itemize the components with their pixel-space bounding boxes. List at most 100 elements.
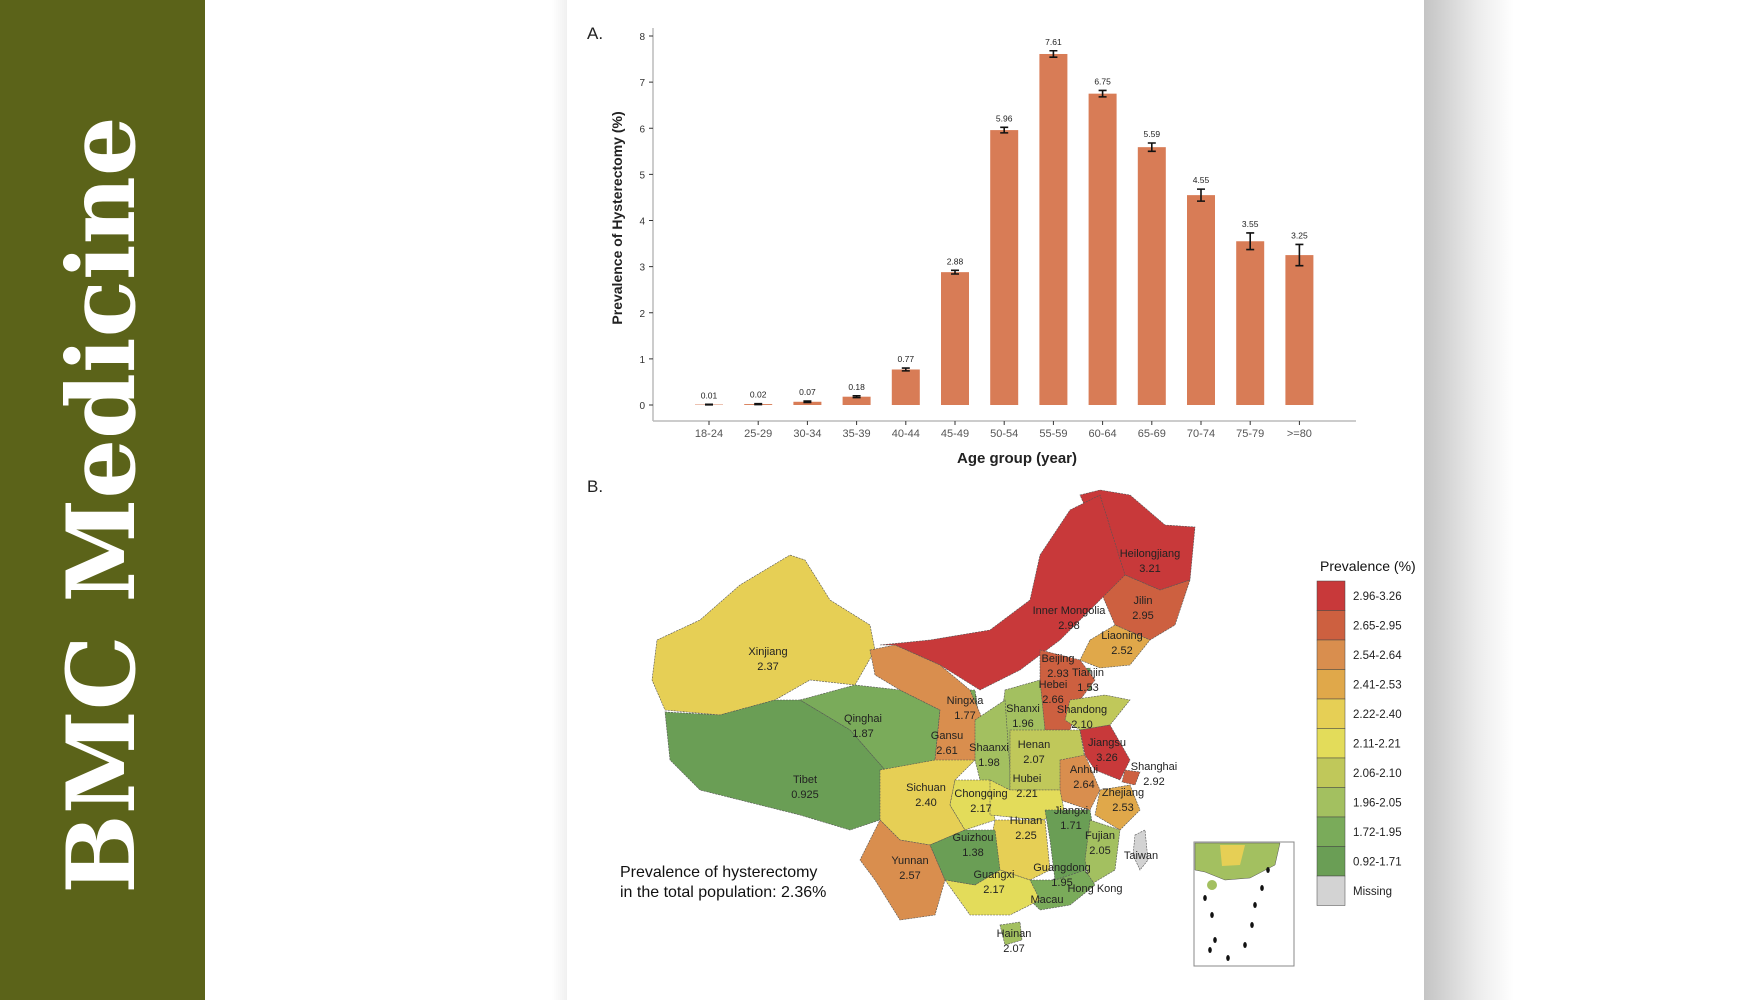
province-value-hainan: 2.07 [1003, 943, 1024, 955]
province-value-yunnan: 2.57 [899, 870, 920, 882]
nine-dash-line-segment [1208, 947, 1212, 953]
province-jiangxi [1044, 809, 1096, 881]
legend-swatch [1316, 580, 1346, 611]
bar [1039, 53, 1068, 406]
x-tick-label: 45-49 [941, 428, 969, 440]
y-tick-label: 8 [639, 32, 645, 43]
x-axis-title: Age group (year) [957, 450, 1077, 467]
legend-label: 1.96-2.05 [1353, 798, 1402, 810]
province-name-hainan: Hainan [997, 928, 1032, 940]
province-name-hebei: Hebei [1039, 679, 1068, 691]
nine-dash-line-segment [1260, 885, 1264, 891]
legend-label: 2.11-2.21 [1353, 739, 1401, 751]
province-jilin [1099, 574, 1191, 641]
error-bar [1098, 89, 1107, 98]
x-tick-label: 50-54 [990, 428, 1018, 440]
error-bar [1246, 232, 1255, 251]
province-gansu [869, 644, 986, 771]
province-value-tibet: 0.925 [791, 789, 819, 801]
panel-a-label: A. [587, 24, 603, 43]
province-value-jiangsu: 3.26 [1096, 752, 1117, 764]
x-tick-label: 30-34 [793, 428, 821, 440]
legend-swatch [1316, 787, 1346, 818]
legend-label: 2.22-2.40 [1353, 709, 1402, 721]
province-name-liaoning: Liaoning [1101, 630, 1143, 642]
map-legend: Prevalence (%) 2.96-3.26 2.65-2.95 2.54-2.… [1316, 558, 1416, 906]
bar-value-label: 2.88 [947, 256, 964, 266]
bar-chart: 0 1 2 3 4 5 6 7 8 0.01 18-24 0.02 25-29 0.07 30-34 0.18… [609, 28, 1356, 467]
bar-value-label: 0.02 [750, 390, 767, 400]
province-name-taiwan: Taiwan [1124, 850, 1158, 862]
province-value-jiangxi: 1.71 [1060, 820, 1081, 832]
legend-swatch [1316, 639, 1346, 670]
y-tick-label: 7 [639, 78, 645, 89]
y-tick-label: 0 [639, 401, 645, 412]
nine-dash-line-segment [1203, 895, 1207, 901]
south-china-sea-inset [1193, 841, 1295, 967]
province-name-anhui: Anhui [1070, 764, 1098, 776]
province-chongqing [949, 779, 996, 831]
paper-shadow-right [1424, 0, 1514, 1000]
panel-b-label: B. [587, 477, 603, 496]
map-note-line1: Prevalence of hysterectomy [620, 864, 817, 881]
legend-swatch [1316, 698, 1346, 729]
x-tick-label: 40-44 [892, 428, 920, 440]
province-shanghai [1121, 769, 1141, 786]
bar-value-label: 7.61 [1045, 37, 1062, 47]
x-tick-label: >=80 [1287, 428, 1312, 440]
province-name-ningxia: Ningxia [947, 695, 985, 707]
x-tick-label: 18-24 [695, 428, 723, 440]
province-value-fujian: 2.05 [1089, 845, 1110, 857]
province-fujian [1084, 819, 1121, 886]
bar [990, 130, 1019, 405]
map-note-line2: in the total population: 2.36% [620, 884, 826, 901]
province-value-hebei: 2.66 [1042, 694, 1063, 706]
province-inner-mongolia [879, 494, 1126, 691]
province-value-henan: 2.07 [1023, 754, 1044, 766]
province-name-qinghai: Qinghai [844, 713, 882, 725]
bar-value-label: 5.59 [1144, 129, 1161, 139]
province-yunnan [859, 819, 946, 921]
bar [891, 369, 920, 405]
bar-value-label: 3.55 [1242, 219, 1259, 229]
y-tick-label: 3 [639, 263, 645, 274]
province-value-gansu: 2.61 [936, 745, 957, 757]
journal-sidebar: BMC Medicine [0, 0, 205, 1000]
province-name-beijing: Beijing [1041, 653, 1074, 665]
province-name-hunan: Hunan [1010, 815, 1042, 827]
nine-dash-line-segment [1243, 942, 1247, 948]
x-tick-label: 65-69 [1138, 428, 1166, 440]
province-value-anhui: 2.64 [1073, 779, 1094, 791]
province-name-yunnan: Yunnan [891, 855, 928, 867]
province-value-xinjiang: 2.37 [757, 661, 778, 673]
bar [1187, 195, 1215, 405]
legend-swatch [1316, 816, 1346, 847]
province-name-fujian: Fujian [1085, 830, 1115, 842]
province-zhejiang [1094, 784, 1141, 831]
province-value-shanghai: 2.92 [1143, 776, 1164, 788]
legend-swatch [1316, 728, 1346, 759]
y-tick-label: 1 [639, 355, 645, 366]
bar [1236, 241, 1265, 405]
province-value-shanxi: 1.96 [1012, 718, 1033, 730]
province-name-guangxi: Guangxi [974, 869, 1015, 881]
china-map [651, 489, 1196, 946]
bar [1088, 93, 1117, 405]
inset-hainan [1207, 880, 1217, 890]
province-name-zhejiang: Zhejiang [1102, 787, 1144, 799]
x-tick-label: 55-59 [1039, 428, 1067, 440]
bar-value-label: 0.07 [799, 387, 816, 397]
province-value-hunan: 2.25 [1015, 830, 1036, 842]
province-name-gansu: Gansu [931, 730, 963, 742]
bar-value-label: 6.75 [1094, 76, 1111, 86]
legend-swatch [1316, 846, 1346, 877]
province-name-jilin: Jilin [1134, 595, 1153, 607]
province-value-ningxia: 1.77 [954, 710, 975, 722]
error-bar [852, 394, 861, 399]
error-bar [1295, 243, 1304, 267]
y-axis-title: Prevalence of Hysterectomy (%) [609, 111, 625, 324]
nine-dash-line-segment [1250, 922, 1254, 928]
province-name-shandong: Shandong [1057, 704, 1107, 716]
province-name-macau: Macau [1030, 894, 1063, 906]
province-value-inner-mongolia: 2.98 [1058, 620, 1079, 632]
